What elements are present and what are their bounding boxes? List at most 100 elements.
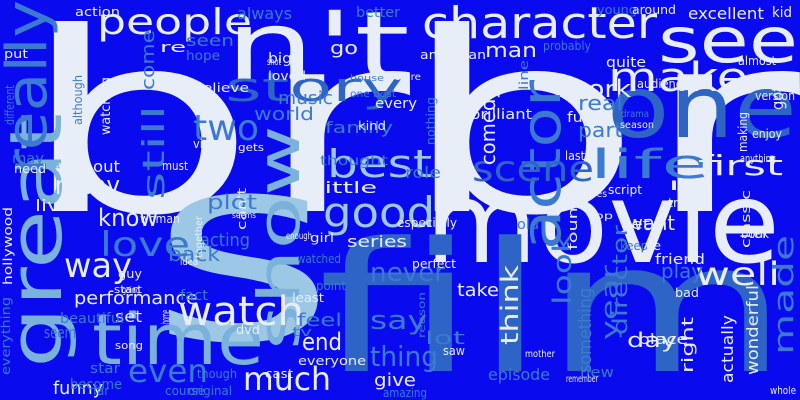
word-love: love <box>100 225 190 265</box>
word-set: set <box>115 307 142 326</box>
word-always: always <box>237 4 292 23</box>
word-performance: performance <box>74 288 198 309</box>
word-house: house <box>350 74 384 84</box>
word-anything: anything <box>740 152 776 165</box>
word-seen: seen <box>186 31 234 50</box>
word-watched: watched <box>297 252 341 266</box>
word-around: around <box>632 3 676 17</box>
word-line: line <box>517 60 531 90</box>
word-episode: episode <box>488 365 550 384</box>
word-much: much <box>243 360 331 398</box>
word-thing: thing <box>370 340 438 373</box>
word-wonderful: wonderful <box>743 285 762 375</box>
word-put: put <box>4 47 28 61</box>
word-two: two <box>193 108 259 149</box>
word-fact: fact <box>180 288 208 304</box>
word-can-t: can't <box>235 188 249 230</box>
word-remember: remember <box>566 374 598 385</box>
word-different: different <box>3 85 17 125</box>
word-n-t: n't <box>225 0 410 102</box>
word-course: course <box>165 384 205 398</box>
word-back: back <box>168 242 220 266</box>
word-s: s <box>150 99 335 400</box>
word-every: every <box>375 96 417 112</box>
word-mother: mother <box>525 349 555 360</box>
word-top: top <box>589 211 613 222</box>
word-going: going <box>122 286 140 296</box>
word-viewer: viewer <box>193 137 231 151</box>
word-believe: believe <box>193 81 249 95</box>
word-original: original <box>188 384 232 398</box>
word-many: many <box>55 171 120 201</box>
word-best: best <box>327 142 432 186</box>
word-come: come <box>138 29 159 90</box>
word-goes: goes <box>585 189 607 200</box>
word-saw: saw <box>443 344 465 358</box>
word-see: see <box>658 4 798 77</box>
word-true: true <box>668 196 694 210</box>
word-film: film <box>318 205 788 400</box>
word-fun: fun <box>567 110 593 126</box>
word-way: way <box>64 246 132 286</box>
word-girl: girl <box>310 231 334 245</box>
word-go: go <box>330 38 358 59</box>
word-season: season <box>620 120 654 131</box>
word-last: last <box>565 149 585 163</box>
word-american: american <box>420 48 486 62</box>
word-may: may <box>12 151 44 167</box>
word-story: story <box>225 65 403 111</box>
word-shot: shot <box>267 57 281 68</box>
word-drama: drama <box>621 109 649 120</box>
word-character: character <box>422 0 657 49</box>
word-ve: ve <box>645 239 661 253</box>
word-book: book <box>741 227 769 241</box>
word-make: make <box>608 55 748 101</box>
word-day: day <box>627 328 677 352</box>
word-never: never <box>370 258 445 288</box>
word-tv: tv <box>292 325 312 339</box>
word-keep: keep <box>620 239 648 253</box>
word-live: live <box>35 196 73 215</box>
word-big: big <box>268 51 292 67</box>
word-new: new <box>580 365 614 381</box>
word-plot: plot <box>207 190 257 214</box>
word-role: role <box>405 163 441 182</box>
word-though: though <box>197 367 237 381</box>
word-kind: kind <box>358 119 386 133</box>
word-without: without <box>58 157 120 176</box>
word-world: world <box>254 104 314 125</box>
word-need: need <box>14 162 46 176</box>
word-perfect: perfect <box>412 257 456 271</box>
word-must: must <box>162 159 188 173</box>
word-cast: cast <box>265 367 293 381</box>
word-far: far <box>93 384 109 398</box>
word-become: become <box>70 377 122 393</box>
word-part: part <box>578 118 623 142</box>
word-know: know <box>98 204 158 232</box>
word-better: better <box>356 5 400 21</box>
word-time: time <box>92 299 264 381</box>
word-young: young <box>597 3 637 17</box>
word-star: star <box>90 361 120 377</box>
word-people: people <box>97 2 252 43</box>
word-loved: loved <box>268 69 306 83</box>
word-everything: everything <box>0 297 13 375</box>
word-family: family <box>325 118 393 137</box>
word-old: old <box>517 217 539 233</box>
word-say: say <box>370 306 427 336</box>
word-gets: gets <box>238 141 264 154</box>
word-work: work <box>566 75 631 103</box>
word-think: think <box>496 265 524 345</box>
word-made: made <box>767 235 800 355</box>
word-friend: friend <box>655 252 705 268</box>
word-mind: mind <box>56 163 76 174</box>
word-even: even <box>128 352 208 390</box>
word-comedy: comedy <box>476 87 500 165</box>
word-first: first <box>698 149 783 182</box>
word-man: man <box>485 38 537 62</box>
word-place: place <box>638 332 688 348</box>
word-excellent: excellent <box>688 4 764 23</box>
word-lot: lot <box>425 328 465 349</box>
word-quite: quite <box>606 55 646 71</box>
